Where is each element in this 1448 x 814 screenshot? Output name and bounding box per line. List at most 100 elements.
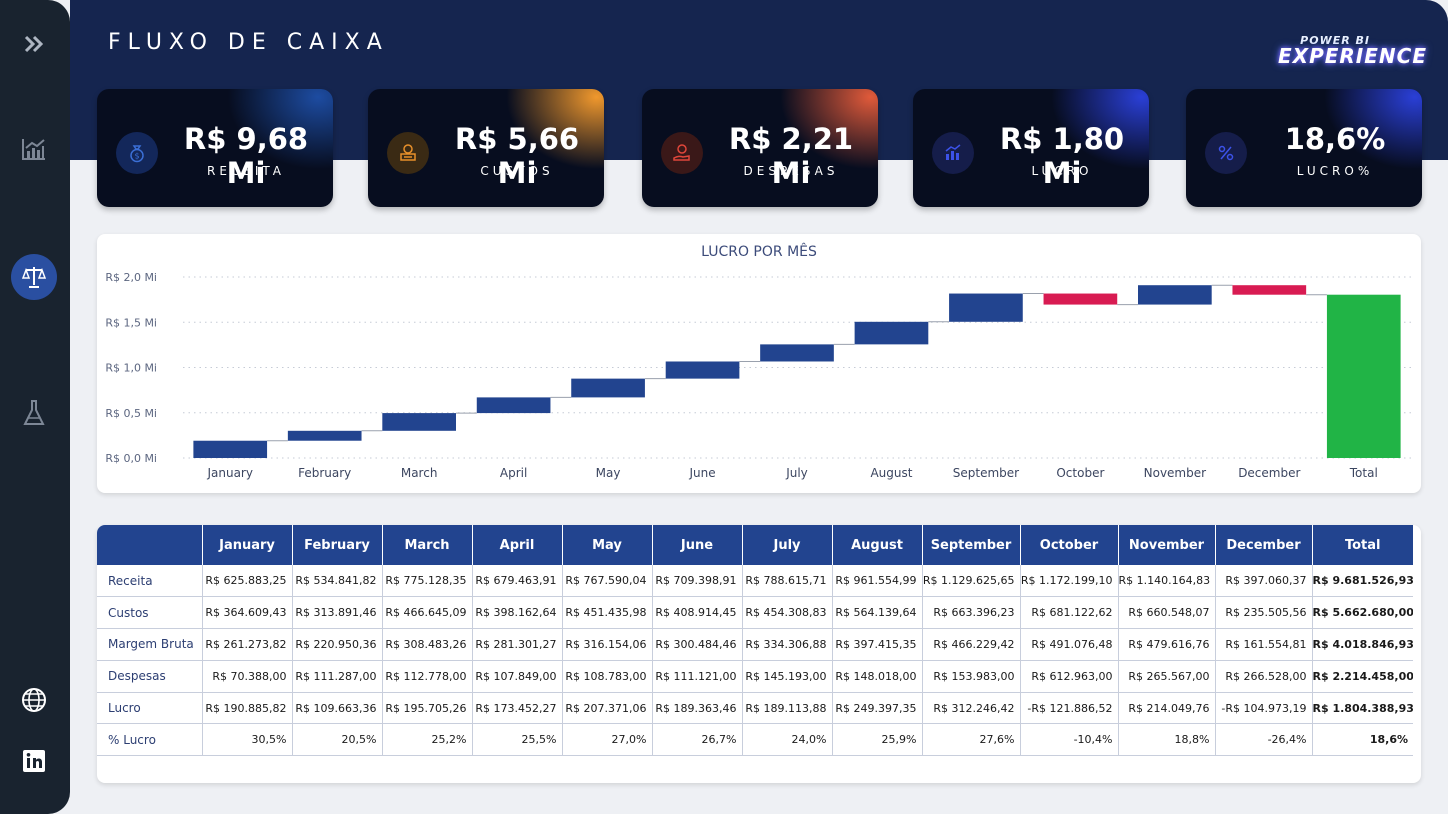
row-header: Receita xyxy=(97,565,203,597)
row-header: Margem Bruta xyxy=(97,628,203,661)
scale-icon xyxy=(21,267,47,288)
chart-bar[interactable] xyxy=(571,378,645,398)
column-header[interactable]: November xyxy=(1118,525,1216,565)
table-cell: R$ 235.505,56 xyxy=(1215,596,1313,629)
table-cell: 25,2% xyxy=(382,723,473,756)
table-cell: R$ 709.398,91 xyxy=(652,565,743,597)
table-cell: R$ 112.778,00 xyxy=(382,660,473,693)
lucro-chart-card: LUCRO POR MÊS R$ 0,0 Mi R$ 0,5 Mi R$ 1,0 M… xyxy=(97,234,1421,493)
column-header[interactable]: August xyxy=(832,525,923,565)
nav-item-analytics[interactable] xyxy=(11,126,57,172)
table-row: Lucro R$ 190.885,82 R$ 109.663,36 R$ 195.70… xyxy=(97,692,1413,724)
table-cell: R$ 364.609,43 xyxy=(202,596,293,629)
chart-bar[interactable] xyxy=(854,321,929,345)
kpi-card-lucro-percent[interactable]: 18,6% LUCRO% xyxy=(1186,89,1422,207)
column-header[interactable]: January xyxy=(202,525,293,565)
table-cell: R$ 1.129.625,65 xyxy=(922,565,1021,597)
chart-bar[interactable] xyxy=(665,361,740,379)
table-row: % Lucro 30,5% 20,5% 25,2% 25,5% 27,0% 26,7% 24,… xyxy=(97,723,1413,756)
kpi-card-custos[interactable]: R$ 5,66 Mi CUSTOS xyxy=(368,89,604,207)
kpi-value: 18,6% xyxy=(1284,122,1386,156)
chart-bar[interactable] xyxy=(1232,285,1307,295)
column-header[interactable]: February xyxy=(292,525,383,565)
column-header[interactable]: June xyxy=(652,525,743,565)
y-tick-label: R$ 2,0 Mi xyxy=(105,271,157,284)
row-header: Despesas xyxy=(97,660,203,693)
kpi-card-lucro[interactable]: R$ 1,80 Mi LUCRO xyxy=(913,89,1149,207)
y-tick-label: R$ 0,5 Mi xyxy=(105,407,157,420)
table-cell: R$ 491.076,48 xyxy=(1020,628,1119,661)
column-header[interactable]: March xyxy=(382,525,473,565)
y-tick-label: R$ 1,0 Mi xyxy=(105,362,157,375)
y-tick-label: R$ 1,5 Mi xyxy=(105,316,157,329)
chart-bar[interactable] xyxy=(1326,294,1401,458)
chart-bar[interactable] xyxy=(760,344,834,362)
table-cell: R$ 663.396,23 xyxy=(922,596,1021,629)
line-chart-icon xyxy=(22,139,45,160)
column-header[interactable]: December xyxy=(1215,525,1313,565)
column-header[interactable]: September xyxy=(922,525,1021,565)
chart-bar[interactable] xyxy=(1043,293,1118,305)
nav-item-cash-flow[interactable] xyxy=(11,254,57,300)
column-header[interactable]: October xyxy=(1020,525,1119,565)
table-cell: R$ 1.172.199,10 xyxy=(1020,565,1119,597)
x-tick-label: July xyxy=(785,466,808,480)
table-cell: R$ 398.162,64 xyxy=(472,596,563,629)
table-cell: R$ 266.528,00 xyxy=(1215,660,1313,693)
x-tick-label: June xyxy=(688,466,715,480)
table-header-row: January February March April May June July Augu… xyxy=(97,525,1413,565)
nav-item-lab[interactable] xyxy=(11,390,57,436)
chart-bar[interactable] xyxy=(287,430,362,441)
linkedin-link[interactable] xyxy=(11,738,57,784)
table-cell: R$ 108.783,00 xyxy=(562,660,653,693)
table-cell: R$ 408.914,45 xyxy=(652,596,743,629)
column-header[interactable]: May xyxy=(562,525,653,565)
kpi-label: DESPESAS xyxy=(743,164,839,178)
column-header[interactable]: Total xyxy=(1344,537,1381,553)
table-cell: R$ 161.554,81 xyxy=(1215,628,1313,661)
table-cell: R$ 681.122,62 xyxy=(1020,596,1119,629)
column-header[interactable]: July xyxy=(742,525,833,565)
table-cell: R$ 261.273,82 xyxy=(202,628,293,661)
x-tick-label: August xyxy=(870,466,912,480)
chart-bar[interactable] xyxy=(382,413,456,431)
table-cell: R$ 454.308,83 xyxy=(742,596,833,629)
table-row: Margem Bruta R$ 261.273,82 R$ 220.950,36 R$… xyxy=(97,628,1413,661)
chart-bar[interactable] xyxy=(193,440,268,458)
expand-sidebar-button[interactable] xyxy=(11,21,57,67)
x-tick-label: January xyxy=(206,466,253,480)
chart-bar[interactable] xyxy=(476,397,551,414)
table-cell: R$ 249.397,35 xyxy=(832,692,923,724)
table-cell: R$ 466.645,09 xyxy=(382,596,473,629)
row-header: % Lucro xyxy=(97,723,203,756)
table-cell: 18,6% xyxy=(1369,733,1408,747)
table-cell: 27,0% xyxy=(562,723,653,756)
x-tick-label: May xyxy=(596,466,621,480)
table-cell: R$ 313.891,46 xyxy=(292,596,383,629)
table-cell: R$ 2.214.458,00 xyxy=(1312,669,1414,683)
table-cell: R$ 107.849,00 xyxy=(472,660,563,693)
table-cell: R$ 788.615,71 xyxy=(742,565,833,597)
logo-line1: POWER BI xyxy=(1300,34,1370,47)
chart-bar[interactable] xyxy=(1138,285,1212,305)
table-cell: R$ 961.554,99 xyxy=(832,565,923,597)
kpi-card-receita[interactable]: $ R$ 9,68 Mi RECEITA xyxy=(97,89,333,207)
x-tick-label: March xyxy=(401,466,438,480)
table-cell: R$ 214.049,76 xyxy=(1118,692,1216,724)
x-tick-label: April xyxy=(500,466,527,480)
kpi-label: LUCRO% xyxy=(1296,164,1374,178)
website-link[interactable] xyxy=(11,677,57,723)
table-cell: R$ 660.548,07 xyxy=(1118,596,1216,629)
globe-icon xyxy=(22,688,46,712)
table-cell: R$ 334.306,88 xyxy=(742,628,833,661)
logo-line2: EXPERIENCE xyxy=(1278,44,1427,68)
kpi-value: R$ 2,21 Mi xyxy=(728,122,854,190)
kpi-card-despesas[interactable]: R$ 2,21 Mi DESPESAS xyxy=(642,89,878,207)
chart-bar[interactable] xyxy=(949,293,1023,322)
waterfall-chart: R$ 0,0 Mi R$ 0,5 Mi R$ 1,0 Mi R$ 1,5 Mi R$ 2… xyxy=(105,271,1411,480)
column-header[interactable]: April xyxy=(472,525,563,565)
table-cell: R$ 109.663,36 xyxy=(292,692,383,724)
table-cell: R$ 679.463,91 xyxy=(472,565,563,597)
table-cell: R$ 189.363,46 xyxy=(652,692,743,724)
brand-logo: POWER BI EXPERIENCE xyxy=(1278,34,1426,78)
